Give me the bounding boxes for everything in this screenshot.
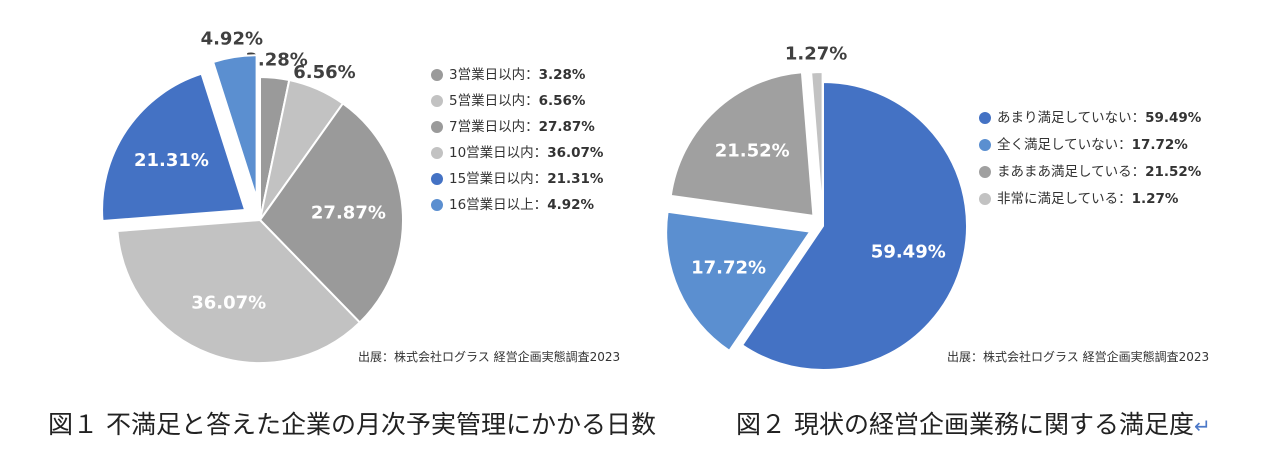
pie-data-label-1-2: 6.56% (293, 62, 355, 83)
legend-entry-1-1: 3営業日以内：3.28% (449, 67, 586, 83)
source-note-2: 出展：株式会社ログラス 経営企画実態調査2023 (947, 349, 1209, 364)
legend-marker-2-4 (979, 193, 991, 205)
pie-data-label-1-3: 27.87% (311, 203, 386, 224)
pie-slice-1-5 (101, 72, 247, 223)
legend-entry-2-2: 全く満足していない：17.72% (997, 136, 1188, 153)
legend-entry-1-4: 10営業日以内：36.07% (449, 145, 604, 161)
pie-data-label-1-4: 36.07% (191, 293, 266, 314)
legend-entry-2-4: 非常に満足している：1.27% (997, 191, 1179, 207)
legend-entry-1-3: 7営業日以内：27.87% (449, 119, 595, 135)
pie-slice-1-4 (116, 218, 362, 364)
legend-marker-1-4 (431, 147, 443, 159)
legend-marker-2-3 (979, 166, 991, 178)
legend-entry-1-2: 5営業日以内：6.56% (449, 93, 586, 109)
legend-entry-1-6: 16営業日以上：4.92% (449, 197, 594, 213)
figure-2-caption: 図２ 現状の経営企画業務に関する満足度↵ (736, 405, 1211, 441)
legend-marker-1-5 (431, 173, 443, 185)
legend-marker-2-2 (979, 139, 991, 151)
legend-marker-2-1 (979, 112, 991, 124)
legend-entry-2-3: まあまあ満足している：21.52% (997, 164, 1202, 180)
legend-entry-1-5: 15営業日以内：21.31% (449, 171, 604, 187)
pie-slice-2-4 (810, 71, 824, 217)
pie-data-label-2-3: 21.52% (715, 140, 790, 161)
pie-data-label-2-2: 17.72% (691, 257, 766, 278)
pie-slice-2-1 (740, 80, 968, 371)
return-mark-icon: ↵ (1193, 414, 1211, 438)
pie-data-label-2-4: 1.27% (785, 44, 847, 65)
pie-data-label-1-5: 21.31% (134, 150, 209, 171)
legend-marker-1-1 (431, 69, 443, 81)
pie-slice-2-3 (669, 71, 815, 217)
source-note-1: 出展：株式会社ログラス 経営企画実態調査2023 (358, 349, 620, 364)
pie-chart-2: 59.49% 17.72% 21.52% 1.27% (665, 44, 968, 371)
legend-marker-1-3 (431, 121, 443, 133)
pie-slice-2-2 (665, 210, 812, 353)
pie-data-label-1-6: 4.92% (201, 29, 263, 50)
figure-2-caption-text: 図２ 現状の経営企画業務に関する満足度 (736, 410, 1194, 439)
legend-marker-1-6 (431, 199, 443, 211)
figure-1-caption: 図１ 不満足と答えた企業の月次予実管理にかかる日数 (48, 405, 656, 441)
pie-slice-1-6 (211, 54, 258, 199)
pie-data-label-1-1: 3.28% (245, 49, 307, 70)
legend-1: 3営業日以内：3.28% 5営業日以内：6.56% 7営業日以内：27.87% 10営… (431, 67, 604, 213)
pie-slice-1-3 (258, 102, 404, 324)
legend-2: あまり満足していない：59.49% 全く満足していない：17.72% まあまあ満足し… (979, 110, 1202, 207)
pie-chart-1: 3.28%6.56% 27.87% 36.07% 21.31% 4.92% (101, 29, 404, 364)
legend-marker-1-2 (431, 95, 443, 107)
pie-data-label-2-1: 59.49% (871, 242, 946, 263)
legend-entry-2-1: あまり満足していない：59.49% (997, 110, 1202, 126)
figure-1-caption-text: 図１ 不満足と答えた企業の月次予実管理にかかる日数 (48, 410, 656, 439)
